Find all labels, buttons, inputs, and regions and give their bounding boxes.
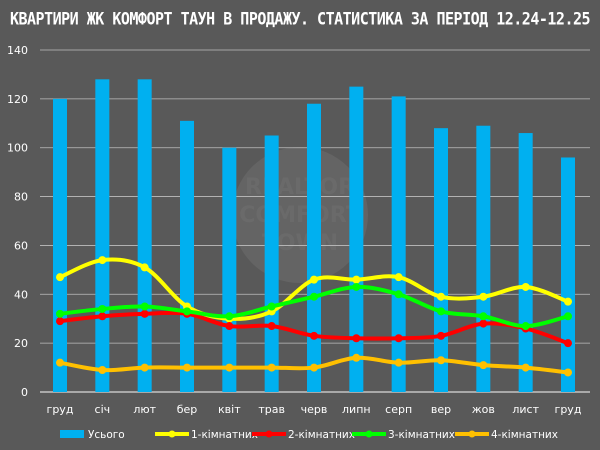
point-3-груд: [564, 312, 572, 321]
watermark-text: COMFORT: [239, 203, 360, 228]
legend-marker: [265, 430, 273, 438]
x-tick-label: трав: [258, 403, 285, 416]
point-3-липн: [352, 282, 361, 291]
y-tick-label: 60: [14, 239, 28, 252]
point-4-груд: [564, 368, 572, 377]
point-4-жов: [479, 361, 488, 370]
y-tick-label: 40: [14, 288, 28, 301]
point-4-серп: [394, 358, 403, 367]
point-2-черв: [310, 331, 318, 340]
y-tick-label: 140: [7, 44, 28, 57]
point-3-вер: [437, 307, 445, 316]
point-2-січ: [98, 312, 107, 321]
point-1-вер: [437, 292, 445, 301]
point-1-черв: [310, 275, 318, 284]
watermark-text: REALTOR: [245, 175, 355, 200]
point-2-вер: [437, 331, 445, 340]
point-3-січ: [98, 304, 107, 313]
legend-swatch: [60, 430, 84, 438]
x-tick-label: вер: [431, 403, 451, 416]
point-2-трав: [267, 322, 276, 331]
x-tick-label: груд: [47, 403, 74, 416]
x-tick-label: жов: [472, 403, 495, 416]
point-4-груд: [56, 358, 64, 367]
legend-marker: [468, 430, 476, 438]
legend-marker: [365, 430, 373, 438]
point-1-груд: [56, 273, 64, 282]
bar-липн: [349, 86, 364, 393]
legend-marker: [168, 430, 176, 438]
legend-label: Усього: [88, 429, 125, 441]
point-3-квіт: [225, 312, 234, 321]
chart-title: КВАРТИРИ ЖК КОМФОРТ ТАУН В ПРОДАЖУ. СТАТ…: [9, 9, 591, 29]
point-2-квіт: [225, 322, 234, 331]
point-1-лют: [140, 263, 149, 272]
point-3-черв: [310, 292, 318, 301]
point-2-груд: [56, 317, 64, 326]
point-3-лист: [521, 322, 530, 331]
point-2-жов: [479, 319, 488, 328]
point-3-лют: [140, 302, 149, 311]
point-1-серп: [394, 273, 403, 282]
x-tick-label: лют: [133, 403, 156, 416]
point-4-січ: [98, 366, 107, 375]
point-1-жов: [479, 292, 488, 301]
x-tick-label: квіт: [218, 403, 241, 416]
x-tick-label: черв: [301, 403, 328, 416]
x-tick-label: лист: [512, 403, 539, 416]
bar-лют: [137, 79, 152, 393]
x-tick-label: липн: [342, 403, 371, 416]
point-3-груд: [56, 309, 64, 318]
point-3-серп: [394, 290, 403, 299]
x-tick-label: груд: [555, 403, 582, 416]
y-tick-label: 120: [7, 93, 28, 106]
bar-квіт: [222, 147, 237, 392]
point-1-липн: [352, 275, 361, 284]
bar-груд: [53, 98, 67, 392]
x-tick-label: січ: [95, 403, 111, 416]
x-tick-label: серп: [385, 403, 412, 416]
bar-бер: [180, 120, 194, 392]
point-3-бер: [183, 307, 191, 316]
legend-label: 3-кімнатних: [388, 429, 455, 441]
point-1-січ: [98, 256, 107, 265]
bar-черв: [307, 103, 321, 392]
point-2-груд: [564, 339, 572, 348]
y-tick-label: 0: [21, 386, 28, 399]
point-3-трав: [267, 302, 276, 311]
point-1-груд: [564, 297, 572, 306]
bar-серп: [391, 96, 406, 393]
legend-label: 1-кімнатних: [191, 429, 258, 441]
y-tick-label: 100: [7, 142, 28, 155]
legend-label: 4-кімнатних: [491, 429, 558, 441]
point-2-серп: [394, 334, 403, 343]
bar-жов: [476, 125, 491, 392]
point-2-липн: [352, 334, 361, 343]
point-4-лист: [521, 363, 530, 372]
point-4-трав: [267, 363, 276, 372]
bar-трав: [264, 135, 279, 392]
bar-лист: [518, 133, 533, 393]
point-4-бер: [183, 363, 191, 372]
point-4-липн: [352, 353, 361, 362]
point-4-черв: [310, 363, 318, 372]
point-1-лист: [521, 282, 530, 291]
x-tick-label: бер: [177, 403, 198, 416]
point-4-лют: [140, 363, 149, 372]
legend-label: 2-кімнатних: [288, 429, 355, 441]
bar-груд: [561, 157, 575, 392]
bar-вер: [434, 128, 448, 392]
y-tick-label: 20: [14, 337, 28, 350]
point-4-квіт: [225, 363, 234, 372]
bar-січ: [95, 79, 110, 393]
point-3-жов: [479, 312, 488, 321]
y-tick-label: 80: [14, 191, 28, 204]
point-4-вер: [437, 356, 445, 365]
point-2-лют: [140, 309, 149, 318]
